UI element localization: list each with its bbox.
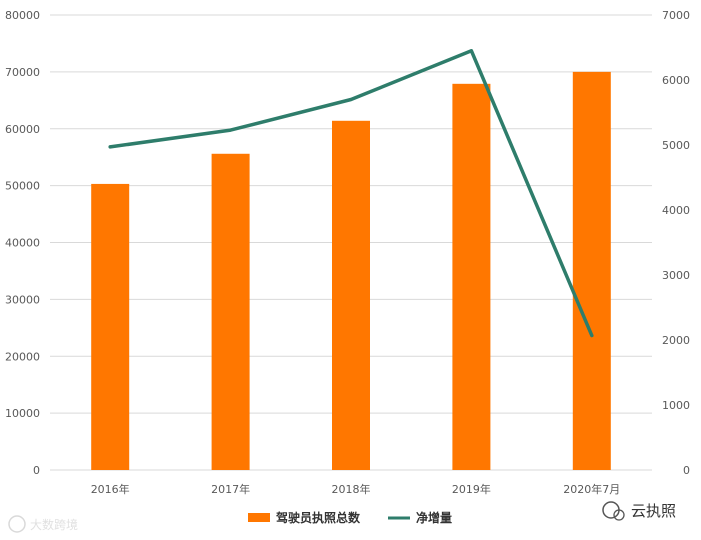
left-tick-label: 80000 — [5, 9, 40, 22]
right-tick-label: 2000 — [662, 334, 690, 347]
legend-bar-swatch — [248, 513, 270, 522]
x-tick-label: 2018年 — [332, 482, 371, 496]
bar — [572, 71, 611, 470]
x-tick-label: 2020年7月 — [563, 482, 620, 496]
bar — [91, 183, 130, 470]
x-tick-label: 2017年 — [211, 482, 250, 496]
right-tick-label: 1000 — [662, 399, 690, 412]
watermark-right: 云执照 — [602, 501, 676, 521]
bar — [211, 153, 250, 470]
left-tick-label: 20000 — [5, 350, 40, 363]
left-tick-label: 40000 — [5, 237, 40, 250]
legend: 驾驶员执照总数 净增量 — [248, 510, 452, 525]
right-axis: 0 1000 2000 3000 4000 5000 6000 7000 — [662, 9, 690, 477]
right-tick-label: 4000 — [662, 204, 690, 217]
left-axis: 0 10000 20000 30000 40000 50000 60000 70000 8000… — [5, 9, 40, 477]
left-tick-label: 30000 — [5, 293, 40, 306]
watermark-logo-icon — [8, 515, 26, 533]
bar — [452, 83, 491, 470]
right-tick-label: 6000 — [662, 74, 690, 87]
legend-line-label: 净增量 — [416, 510, 452, 525]
x-tick-label: 2016年 — [91, 482, 130, 496]
legend-bar-label: 驾驶员执照总数 — [275, 510, 361, 525]
right-tick-label: 7000 — [662, 9, 690, 22]
line-point — [229, 128, 233, 132]
right-tick-label: 3000 — [662, 269, 690, 282]
left-tick-label: 70000 — [5, 66, 40, 79]
x-axis: 2016年 2017年 2018年 2019年 2020年7月 — [91, 482, 621, 496]
right-tick-label: 0 — [683, 464, 690, 477]
watermark-left-text: 大数跨境 — [30, 517, 78, 532]
watermark-right-text: 云执照 — [631, 502, 676, 520]
line-point — [349, 98, 353, 101]
left-tick-label: 50000 — [5, 180, 40, 193]
line-point — [590, 333, 594, 337]
left-tick-label: 60000 — [5, 123, 40, 136]
left-tick-label: 10000 — [5, 407, 40, 420]
wechat-icon-inner — [613, 509, 625, 521]
line-point — [469, 49, 473, 53]
line-series — [108, 49, 594, 338]
right-tick-label: 5000 — [662, 139, 690, 152]
x-tick-label: 2019年 — [452, 482, 491, 496]
line-point — [108, 145, 112, 149]
left-tick-label: 0 — [33, 464, 40, 477]
bar-series — [91, 71, 611, 470]
bar — [332, 120, 370, 470]
watermark-left: 大数跨境 — [8, 515, 78, 533]
